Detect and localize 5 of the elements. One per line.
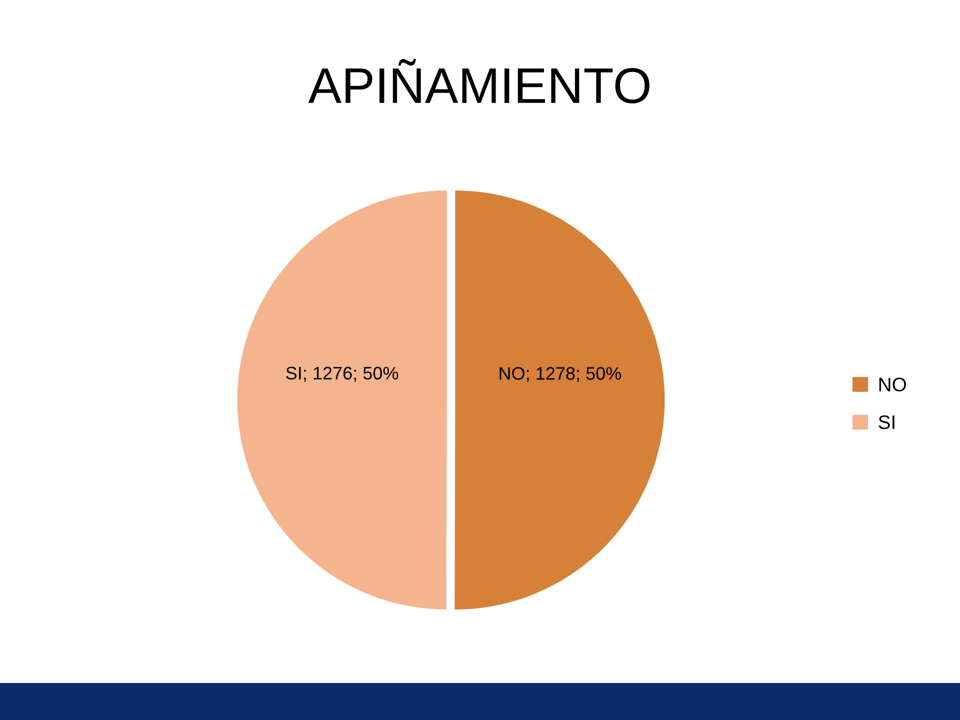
data-label: SI; 1276; 50% bbox=[286, 366, 398, 382]
legend-label: NO bbox=[879, 378, 906, 392]
legend-label: SI bbox=[878, 415, 894, 430]
data-label: NO; 1278; 50% bbox=[500, 367, 622, 382]
chart-title: APIÑAMIENTO bbox=[308, 59, 650, 104]
